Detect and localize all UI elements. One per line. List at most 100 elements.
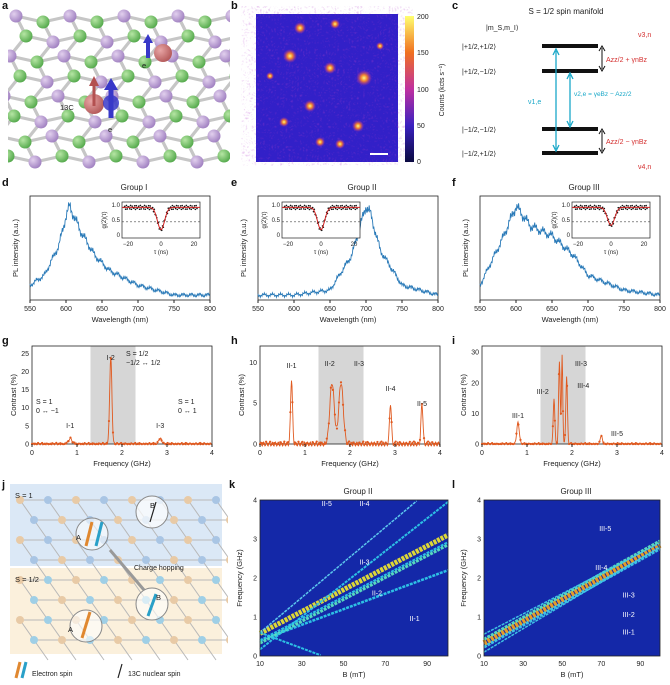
inset-frame	[571, 201, 651, 239]
odmr-point	[541, 442, 544, 445]
resonance-branch	[259, 541, 449, 642]
panel-label-c: c	[452, 0, 459, 12]
odmr-point	[429, 442, 432, 446]
lattice-atom	[109, 149, 123, 163]
g2-point	[126, 208, 129, 210]
odmr-point	[561, 410, 565, 413]
g2-point	[129, 204, 132, 207]
odmr-point	[65, 441, 68, 444]
lattice-atom	[84, 55, 98, 69]
x-tick-label: 2	[348, 450, 352, 457]
odmr-point	[352, 441, 355, 444]
inset-x-label: τ (ns)	[314, 250, 328, 256]
emitter-spot	[324, 62, 336, 74]
g2-point	[354, 208, 357, 211]
g2-point	[626, 208, 629, 211]
electron-spin-arrow	[103, 78, 119, 118]
lattice-site	[212, 496, 220, 504]
odmr-point	[557, 372, 561, 376]
odmr-point	[190, 442, 194, 446]
site-a-upper	[75, 517, 109, 551]
site-b-lower	[135, 587, 169, 621]
odmr-point	[327, 422, 330, 425]
odmr-point	[412, 440, 415, 443]
odmr-point	[616, 441, 619, 445]
lattice-atom	[181, 29, 195, 43]
odmr-point	[539, 442, 542, 446]
panel-j-schematic: S = 1 S = 1/2 A B A B Charge hopping Ele…	[10, 484, 228, 679]
odmr-point	[51, 442, 54, 445]
y-axis-label: Frequency (GHz)	[235, 549, 244, 607]
odmr-point	[192, 442, 196, 446]
spectrum-line	[29, 201, 211, 298]
resonance-branch	[258, 532, 450, 636]
lattice-atom	[61, 109, 75, 123]
lattice-atom	[13, 69, 27, 83]
odmr-point	[174, 442, 177, 445]
inset-y-tick: 1.0	[112, 203, 121, 209]
g2-point	[631, 204, 634, 207]
odmr-point	[634, 442, 637, 445]
panel-label-i: i	[452, 335, 456, 347]
inset-y-label: g(2)(τ)	[262, 211, 268, 228]
g2-point	[641, 205, 643, 207]
odmr-point	[416, 441, 420, 444]
lattice-atom	[153, 129, 167, 143]
lattice-site	[170, 516, 178, 524]
lattice-site	[198, 636, 206, 644]
annotation: 0 ↔ −1	[36, 408, 59, 415]
y-axis-label: PL intensity (a.u.)	[11, 218, 20, 277]
panel-label-e: e	[231, 177, 238, 189]
emitter-spot	[315, 137, 325, 147]
resonance-branch	[259, 631, 321, 657]
branch-label: II-5	[322, 501, 332, 508]
g2-point	[595, 205, 597, 208]
odmr-point	[55, 441, 58, 445]
odmr-point	[437, 442, 440, 445]
lattice-site	[72, 496, 80, 504]
lattice-site	[226, 636, 228, 644]
site-a-label: A	[76, 533, 81, 542]
x-tick-label: 3	[393, 450, 397, 457]
g2-point	[337, 205, 339, 207]
odmr-point	[188, 442, 192, 445]
colorbar-tick: 50	[417, 123, 425, 130]
odmr-point	[277, 442, 280, 446]
g2-point	[345, 204, 348, 207]
odmr-point	[482, 442, 486, 445]
odmr-point	[152, 441, 155, 445]
lattice-atom	[196, 115, 210, 129]
resonance-branch	[482, 542, 662, 646]
electron-label: e	[108, 125, 112, 134]
energy-level	[542, 151, 598, 155]
y-tick-label: 0	[475, 442, 479, 449]
odmr-point	[644, 442, 648, 445]
odmr-point	[331, 388, 334, 391]
nu2-label: ν2,e = γeBz − Azz/2	[574, 91, 632, 98]
odmr-point	[523, 442, 526, 445]
odmr-point	[486, 442, 490, 445]
g2-point	[576, 208, 579, 210]
odmr-point	[107, 419, 111, 423]
x-tick-label: 550	[252, 306, 264, 313]
odmr-point	[559, 412, 563, 415]
nu3-label: ν3,n	[638, 32, 651, 39]
lattice-atom	[171, 9, 185, 23]
g2-point	[171, 204, 174, 207]
odmr-point	[101, 441, 104, 445]
peak-label: III-3	[575, 361, 587, 368]
g2-point	[336, 208, 339, 211]
emitter-spot	[294, 22, 306, 34]
odmr-point	[503, 442, 506, 446]
colorbar	[405, 16, 414, 162]
lattice-atom	[30, 55, 44, 69]
g2-point	[297, 205, 300, 208]
x-tick-label: 3	[615, 450, 619, 457]
inset-frame	[281, 201, 361, 239]
odmr-point	[610, 442, 613, 446]
g2-point	[196, 207, 198, 210]
g2-point	[306, 207, 309, 210]
x-tick-label: 750	[618, 306, 630, 313]
g2-point	[625, 204, 628, 207]
